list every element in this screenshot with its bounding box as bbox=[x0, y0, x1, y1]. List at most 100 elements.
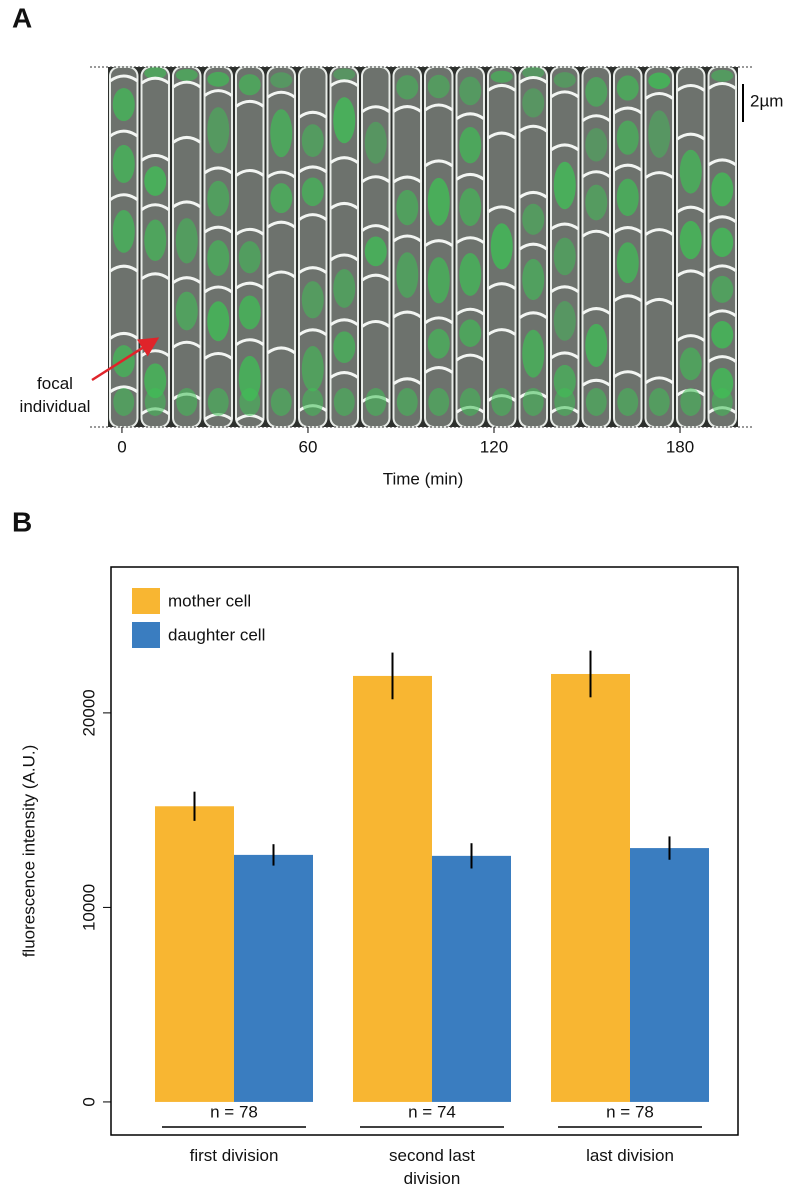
cell-boundary bbox=[424, 159, 454, 168]
cell-boundary bbox=[109, 129, 139, 138]
green-signal bbox=[459, 126, 482, 164]
green-signal bbox=[553, 161, 576, 210]
cell-boundary bbox=[707, 158, 737, 167]
green-signal bbox=[238, 295, 261, 330]
x-tick-label: 0 bbox=[117, 437, 126, 456]
green-signal bbox=[396, 252, 419, 298]
cell-column bbox=[298, 66, 328, 428]
cell-column bbox=[455, 66, 485, 428]
cell-boundary bbox=[266, 170, 296, 179]
green-signal bbox=[175, 218, 198, 264]
cell-boundary bbox=[172, 276, 202, 284]
green-signal bbox=[238, 355, 261, 402]
green-signal bbox=[238, 74, 261, 96]
kymograph-background bbox=[108, 67, 738, 427]
cell-boundary bbox=[392, 310, 422, 319]
green-signal bbox=[585, 76, 608, 107]
kymograph bbox=[108, 66, 738, 428]
green-signal bbox=[553, 364, 576, 398]
cell-boundary bbox=[455, 353, 485, 362]
cell-boundary bbox=[109, 193, 139, 202]
cell-boundary bbox=[676, 269, 706, 278]
cell-boundary bbox=[203, 352, 233, 360]
cell-boundary bbox=[613, 294, 643, 303]
green-signal bbox=[459, 188, 482, 227]
cell-boundary bbox=[266, 346, 296, 355]
green-signal bbox=[333, 97, 356, 144]
cell-column bbox=[581, 66, 611, 428]
cell-boundary bbox=[266, 270, 296, 279]
cell-boundary bbox=[455, 112, 485, 121]
cell-boundary bbox=[676, 132, 706, 141]
green-signal bbox=[553, 237, 576, 276]
cell-boundary bbox=[298, 165, 328, 174]
cell-boundary bbox=[298, 213, 328, 221]
green-signal bbox=[711, 69, 734, 82]
green-signal bbox=[112, 88, 135, 122]
green-signal bbox=[333, 268, 356, 308]
green-signal bbox=[301, 281, 324, 319]
cell-boundary bbox=[235, 338, 265, 346]
green-signal bbox=[364, 121, 387, 164]
cell-boundary bbox=[707, 264, 737, 273]
green-signal bbox=[679, 220, 702, 260]
cell-boundary bbox=[707, 355, 737, 363]
green-signal bbox=[175, 69, 198, 82]
green-signal bbox=[238, 241, 261, 274]
green-signal bbox=[616, 178, 639, 217]
green-signal bbox=[301, 124, 324, 158]
green-signal bbox=[648, 72, 671, 90]
cell-boundary bbox=[613, 226, 643, 234]
x-tick-label: 120 bbox=[480, 437, 508, 456]
green-signal bbox=[207, 301, 230, 342]
green-signal bbox=[648, 110, 671, 158]
cell-boundary bbox=[392, 175, 422, 184]
cell-boundary bbox=[109, 331, 139, 340]
green-signal bbox=[175, 291, 198, 331]
x-tick-label: last division bbox=[586, 1146, 674, 1165]
cell-column bbox=[392, 66, 422, 428]
green-signal bbox=[427, 328, 450, 359]
green-signal bbox=[428, 388, 450, 416]
cell-boundary bbox=[676, 84, 706, 92]
cell-boundary bbox=[392, 105, 422, 113]
green-signal bbox=[270, 109, 293, 158]
cell-boundary bbox=[581, 114, 611, 122]
green-signal bbox=[144, 67, 167, 80]
green-signal bbox=[333, 331, 356, 364]
green-signal bbox=[490, 70, 513, 83]
green-signal bbox=[396, 388, 418, 416]
cell-boundary bbox=[361, 273, 391, 282]
green-signal bbox=[396, 75, 419, 100]
panel-label: A bbox=[12, 2, 32, 33]
green-signal bbox=[364, 236, 387, 267]
green-signal bbox=[554, 388, 576, 416]
cell-boundary bbox=[550, 143, 580, 152]
green-signal bbox=[207, 388, 229, 416]
cell-boundary bbox=[613, 163, 643, 172]
y-tick-label: 10000 bbox=[79, 884, 98, 931]
cell-boundary bbox=[455, 172, 485, 181]
green-signal bbox=[396, 189, 419, 226]
cell-boundary bbox=[550, 90, 580, 99]
cell-boundary bbox=[424, 366, 454, 374]
cell-boundary bbox=[455, 236, 485, 244]
green-signal bbox=[522, 329, 545, 378]
annotation-arrow bbox=[91, 337, 160, 382]
cell-boundary bbox=[581, 170, 611, 179]
cell-boundary bbox=[361, 175, 391, 184]
legend-swatch bbox=[132, 588, 160, 614]
cell-boundary bbox=[361, 320, 391, 328]
cell-boundary bbox=[329, 201, 359, 210]
cell-boundary bbox=[140, 76, 170, 85]
cell-boundary bbox=[424, 316, 454, 325]
green-signal bbox=[491, 388, 513, 416]
green-signal bbox=[239, 388, 261, 416]
green-signal bbox=[144, 166, 167, 196]
green-signal bbox=[270, 183, 293, 214]
green-signal bbox=[616, 242, 639, 284]
green-signal bbox=[301, 346, 324, 392]
legend-label: daughter cell bbox=[168, 625, 265, 644]
green-signal bbox=[333, 68, 356, 81]
